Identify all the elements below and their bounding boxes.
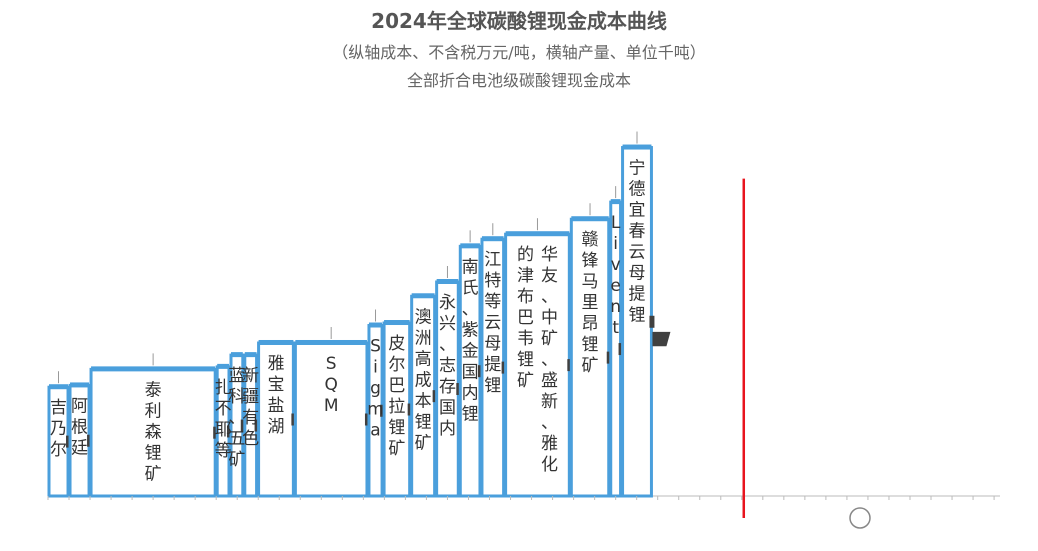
bar-label: 新疆有色 [242, 366, 259, 449]
bar-label: 雅宝盐湖 [267, 354, 284, 437]
step-marker [618, 343, 624, 356]
cost-bar-cap [70, 382, 90, 388]
bar-label: 江特等云母提锂 [484, 250, 501, 396]
cost-bar-cap [610, 199, 621, 205]
bar-label: 阿根廷 [71, 396, 88, 458]
wechat-icon [849, 507, 871, 529]
cost-bar [293, 341, 369, 498]
cost-bar-cap [505, 231, 570, 237]
chart-subtitle-2: 全部折合电池级碳酸锂现金成本 [407, 71, 631, 90]
cost-bar [569, 217, 611, 498]
cost-bar-cap [460, 243, 480, 249]
cost-bar-cap [384, 320, 410, 326]
bar-label: 泰利森锂矿 [145, 380, 162, 484]
cost-bar [504, 232, 571, 498]
chart-title: 2024年全球碳酸锂现金成本曲线 [371, 9, 667, 33]
cost-bar-cap [411, 293, 435, 299]
bars-layer [47, 144, 671, 498]
cost-bar-cap [436, 279, 459, 284]
bar-label: 澳洲高成本锂矿 [415, 307, 432, 453]
chart-subtitle: （纵轴成本、不含税万元/吨，横轴产量、单位千吨） [332, 43, 705, 62]
cost-bar-cap [230, 352, 243, 358]
cost-bar-cap [258, 339, 294, 345]
bar-label: 皮尔巴拉锂矿 [388, 334, 405, 459]
cost-bar-cap [49, 384, 69, 390]
bar-label: 蓝科、五矿 [228, 366, 245, 470]
cost-bar-cap [622, 144, 652, 150]
step-marker [649, 315, 655, 328]
cost-bar-cap [217, 363, 229, 369]
bar-label: 赣锋马里昂锂矿 [582, 230, 599, 376]
watermark [849, 507, 871, 529]
x-axis [47, 496, 995, 500]
step-marker [407, 403, 413, 416]
cost-bar-cap [244, 352, 257, 358]
bar-label: 吉乃尔 [50, 398, 67, 460]
bar-label: 南氏、紫金国内锂 [462, 257, 479, 424]
curve-end-marker [652, 331, 671, 347]
cost-bar-cap [571, 216, 609, 222]
cost-bar-cap [481, 236, 504, 242]
cost-bar-cap [368, 322, 383, 328]
cost-bar-cap [91, 366, 216, 372]
bar-label: 华友、中矿、盛新、雅化的津布巴韦锂矿 [517, 245, 558, 475]
bar-label: 宁德宜春云母提锂 [629, 159, 646, 326]
bar-label: 永兴、志存国内 [439, 293, 456, 439]
step-marker [254, 419, 260, 432]
cost-bar-cap [295, 339, 367, 345]
bar-label: 扎不耶等 [215, 378, 232, 461]
